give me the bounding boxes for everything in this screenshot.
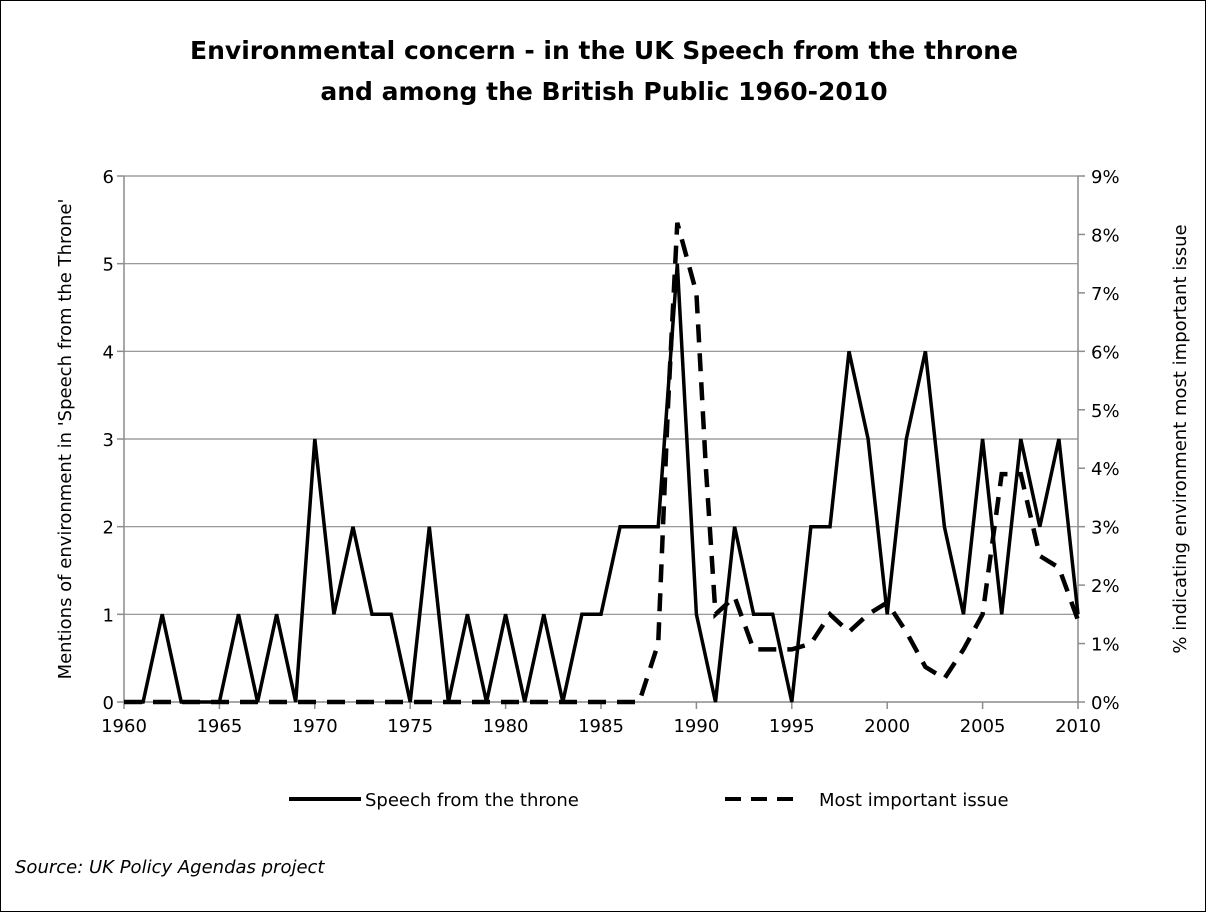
series-speech-line [124,263,1080,704]
y-right-tick-label: 4% [1091,459,1120,480]
x-tick-label: 1990 [673,716,719,737]
tick-labels: 0 1 2 3 4 5 6 0% 1% 2% 3% 4% 5% 6% 7% 8% 9% 1960 1965 1970 1… [101,167,1119,737]
y-left-tick-label: 4 [103,342,114,363]
chart-title-line-1: Environmental concern - in the UK Speech… [190,36,1018,65]
series-most-important-issue-line [124,222,1081,705]
x-tick-label: 1980 [483,716,529,737]
x-tick-label: 1960 [101,716,147,737]
x-tick-label: 2000 [864,716,910,737]
axes [117,175,1085,709]
x-tick-label: 1985 [578,716,624,737]
series-lines [124,222,1081,705]
gridlines [124,175,1078,615]
y-axis-right-title: % indicating environment most important … [1170,224,1191,653]
x-tick-label: 1965 [196,716,242,737]
y-right-tick-label: 8% [1091,225,1120,246]
y-left-tick-label: 3 [103,430,114,451]
legend-label-speech: Speech from the throne [365,790,579,811]
y-axis-left-title: Mentions of environment in 'Speech from … [55,199,76,680]
y-left-tick-label: 6 [103,167,114,188]
x-tick-label: 1970 [292,716,338,737]
source-note: Source: UK Policy Agendas project [15,857,325,878]
y-left-tick-label: 2 [103,518,114,539]
y-right-tick-label: 5% [1091,401,1120,422]
y-left-tick-label: 0 [103,693,114,714]
y-right-tick-label: 6% [1091,342,1120,363]
y-right-tick-label: 7% [1091,284,1120,305]
legend: Speech from the throne Most important is… [289,790,1009,811]
y-right-tick-label: 2% [1091,576,1120,597]
y-right-tick-label: 3% [1091,518,1120,539]
y-right-tick-label: 0% [1091,693,1120,714]
y-right-tick-label: 1% [1091,635,1120,656]
x-tick-label: 1975 [387,716,433,737]
chart-title-line-2: and among the British Public 1960-2010 [320,77,887,106]
x-tick-label: 2010 [1055,716,1101,737]
x-tick-label: 1995 [769,716,815,737]
y-right-tick-label: 9% [1091,167,1120,188]
y-left-tick-label: 5 [103,255,114,276]
x-tick-label: 2005 [960,716,1006,737]
y-left-tick-label: 1 [103,605,114,626]
legend-label-issue: Most important issue [819,790,1009,811]
